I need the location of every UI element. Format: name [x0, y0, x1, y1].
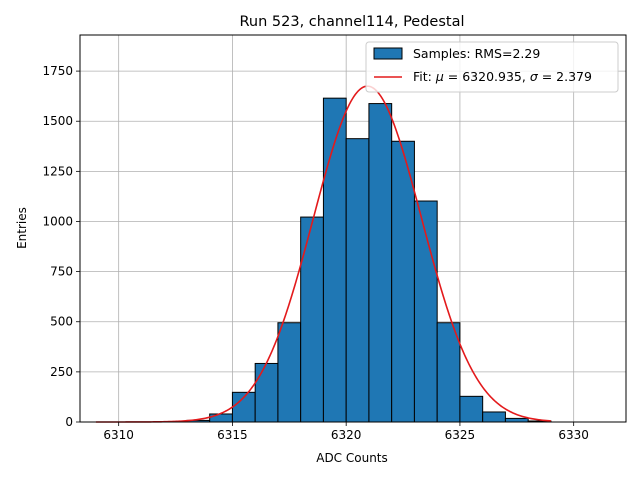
y-tick-label: 1000	[42, 214, 73, 228]
legend-fit-mu-text: = 6320.935,	[444, 69, 530, 84]
histogram-bar	[209, 413, 233, 423]
histogram-bar	[436, 322, 461, 423]
histogram-bar	[368, 103, 393, 423]
histogram-bar	[300, 216, 324, 423]
histogram-bar	[345, 138, 370, 423]
y-tick-label: 750	[50, 265, 73, 279]
x-tick-label: 6310	[103, 428, 134, 442]
legend-fit-label: Fit: μ = 6320.935, σ = 2.379	[413, 69, 592, 84]
chart-title: Run 523, channel114, Pedestal	[239, 14, 464, 30]
x-tick-label: 6330	[558, 428, 589, 442]
y-axis-label: Entries	[15, 207, 29, 249]
y-tick-label: 1250	[42, 164, 73, 178]
y-tick-label: 250	[50, 365, 73, 379]
y-axis-ticks: 0 250 500 750 1000 1250 1500 1750	[42, 64, 80, 429]
legend-fit-mu-symbol: μ	[435, 69, 444, 84]
legend-fit-sigma-text: = 2.379	[538, 69, 592, 84]
histogram-bar	[277, 322, 302, 423]
histogram-bar	[322, 97, 347, 423]
legend-fit-sigma-symbol: σ	[530, 69, 539, 84]
x-tick-label: 6325	[445, 428, 476, 442]
histogram-bar	[254, 362, 279, 423]
x-tick-label: 6320	[331, 428, 362, 442]
histogram-bar	[391, 140, 415, 423]
y-tick-label: 1500	[42, 114, 73, 128]
legend-fit-prefix: Fit:	[413, 69, 436, 84]
legend-samples-swatch	[373, 47, 403, 60]
y-tick-label: 1750	[42, 64, 73, 78]
y-tick-label: 500	[50, 315, 73, 329]
x-axis-label: ADC Counts	[316, 451, 388, 465]
histogram-bar	[504, 417, 529, 423]
histogram-bar	[459, 395, 484, 423]
histogram-bars	[186, 97, 552, 423]
x-tick-label: 6315	[217, 428, 248, 442]
histogram-bar	[482, 411, 506, 423]
legend: Samples: RMS=2.29 Fit: μ = 6320.935, σ =…	[365, 41, 619, 93]
plot-frame	[79, 34, 627, 423]
legend-samples-label: Samples: RMS=2.29	[413, 46, 540, 61]
y-tick-label: 0	[65, 415, 73, 429]
x-axis-ticks: 6310 6315 6320 6325 6330	[103, 422, 589, 442]
legend-box	[365, 41, 619, 93]
